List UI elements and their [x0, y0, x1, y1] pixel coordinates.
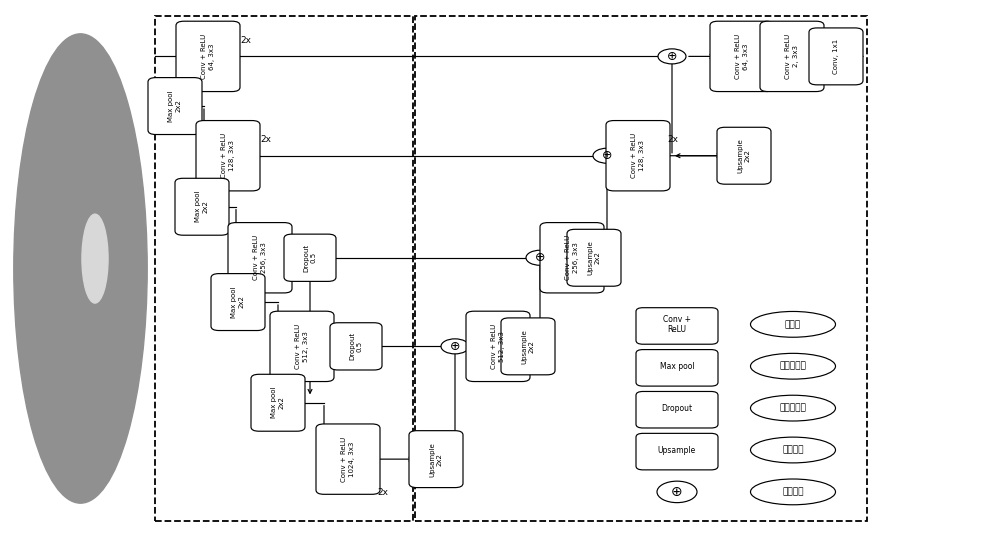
- Text: Conv + ReLU
64, 3x3: Conv + ReLU 64, 3x3: [201, 34, 215, 79]
- FancyBboxPatch shape: [636, 308, 718, 344]
- Text: ⊕: ⊕: [450, 340, 460, 353]
- FancyBboxPatch shape: [760, 21, 824, 91]
- FancyBboxPatch shape: [176, 21, 240, 91]
- Text: 2x: 2x: [240, 36, 251, 45]
- Text: ⊕: ⊕: [535, 251, 545, 264]
- Text: 最大池化层: 最大池化层: [780, 362, 806, 371]
- Text: Conv + ReLU
1024, 3x3: Conv + ReLU 1024, 3x3: [341, 437, 355, 482]
- FancyBboxPatch shape: [284, 234, 336, 281]
- Ellipse shape: [750, 353, 836, 379]
- Circle shape: [526, 250, 554, 265]
- Text: Upsample
2x2: Upsample 2x2: [737, 139, 751, 173]
- Text: Conv + ReLU
64, 3x3: Conv + ReLU 64, 3x3: [735, 34, 749, 79]
- Ellipse shape: [750, 479, 836, 505]
- Text: 2x: 2x: [667, 135, 678, 144]
- FancyBboxPatch shape: [211, 273, 265, 330]
- Text: Dropout
0.5: Dropout 0.5: [303, 244, 317, 272]
- FancyBboxPatch shape: [196, 121, 260, 191]
- Text: Upsample
2x2: Upsample 2x2: [587, 241, 601, 275]
- Text: Dropout: Dropout: [661, 404, 693, 412]
- FancyBboxPatch shape: [636, 391, 718, 428]
- FancyBboxPatch shape: [175, 178, 229, 235]
- FancyBboxPatch shape: [409, 431, 463, 488]
- Text: Conv + ReLU
128, 3x3: Conv + ReLU 128, 3x3: [631, 133, 645, 178]
- Text: 2x: 2x: [377, 488, 388, 497]
- FancyBboxPatch shape: [636, 350, 718, 386]
- Text: ⊕: ⊕: [671, 485, 683, 499]
- Text: Max pool
2x2: Max pool 2x2: [168, 90, 182, 122]
- Text: 2x: 2x: [334, 326, 345, 335]
- Text: Conv + ReLU
512, 3x3: Conv + ReLU 512, 3x3: [491, 324, 505, 369]
- FancyBboxPatch shape: [606, 121, 670, 191]
- Text: Conv + ReLU
256, 3x3: Conv + ReLU 256, 3x3: [565, 235, 579, 280]
- Text: ⊕: ⊕: [667, 50, 677, 63]
- Text: Conv + ReLU
512, 3x3: Conv + ReLU 512, 3x3: [295, 324, 309, 369]
- Text: 2x: 2x: [260, 135, 271, 144]
- Ellipse shape: [750, 311, 836, 337]
- Ellipse shape: [82, 214, 108, 303]
- FancyBboxPatch shape: [717, 127, 771, 184]
- Text: 2x: 2x: [771, 36, 782, 45]
- Text: Max pool
2x2: Max pool 2x2: [195, 191, 209, 222]
- Text: 卷积层: 卷积层: [785, 320, 801, 329]
- Text: Conv + ReLU
2, 3x3: Conv + ReLU 2, 3x3: [785, 34, 799, 79]
- FancyBboxPatch shape: [636, 433, 718, 470]
- FancyBboxPatch shape: [251, 374, 305, 431]
- FancyBboxPatch shape: [330, 323, 382, 370]
- Ellipse shape: [750, 437, 836, 463]
- Text: 上采样层: 上采样层: [782, 446, 804, 454]
- Text: Upsample
2x2: Upsample 2x2: [521, 329, 535, 364]
- Text: ⊕: ⊕: [602, 149, 612, 162]
- Text: Max pool
2x2: Max pool 2x2: [231, 286, 245, 318]
- FancyBboxPatch shape: [466, 311, 530, 381]
- Circle shape: [593, 148, 621, 163]
- Circle shape: [658, 49, 686, 64]
- FancyBboxPatch shape: [228, 222, 292, 293]
- Text: Conv, 1x1: Conv, 1x1: [833, 39, 839, 74]
- Text: Max pool: Max pool: [660, 362, 694, 371]
- FancyBboxPatch shape: [316, 424, 380, 494]
- FancyBboxPatch shape: [501, 318, 555, 375]
- Ellipse shape: [14, 34, 147, 503]
- Text: Conv + ReLU
256, 3x3: Conv + ReLU 256, 3x3: [253, 235, 267, 280]
- Text: 矩阵叠加: 矩阵叠加: [782, 488, 804, 496]
- Circle shape: [441, 339, 469, 354]
- Text: 参数招弃层: 参数招弃层: [780, 404, 806, 412]
- Text: Dropout
0.5: Dropout 0.5: [349, 332, 363, 360]
- FancyBboxPatch shape: [148, 78, 202, 135]
- Ellipse shape: [750, 395, 836, 421]
- Text: Conv + ReLU
128, 3x3: Conv + ReLU 128, 3x3: [221, 133, 235, 178]
- FancyBboxPatch shape: [809, 28, 863, 85]
- FancyBboxPatch shape: [710, 21, 774, 91]
- Text: Upsample
2x2: Upsample 2x2: [429, 442, 443, 476]
- Text: Max pool
2x2: Max pool 2x2: [271, 387, 285, 418]
- Text: 2x: 2x: [292, 237, 303, 246]
- Text: 2x: 2x: [601, 237, 612, 246]
- Circle shape: [657, 481, 697, 503]
- FancyBboxPatch shape: [567, 229, 621, 286]
- Text: 2x: 2x: [527, 326, 538, 335]
- FancyBboxPatch shape: [540, 222, 604, 293]
- Text: Upsample: Upsample: [658, 446, 696, 454]
- FancyBboxPatch shape: [270, 311, 334, 381]
- Text: Conv +
ReLU: Conv + ReLU: [663, 315, 691, 334]
